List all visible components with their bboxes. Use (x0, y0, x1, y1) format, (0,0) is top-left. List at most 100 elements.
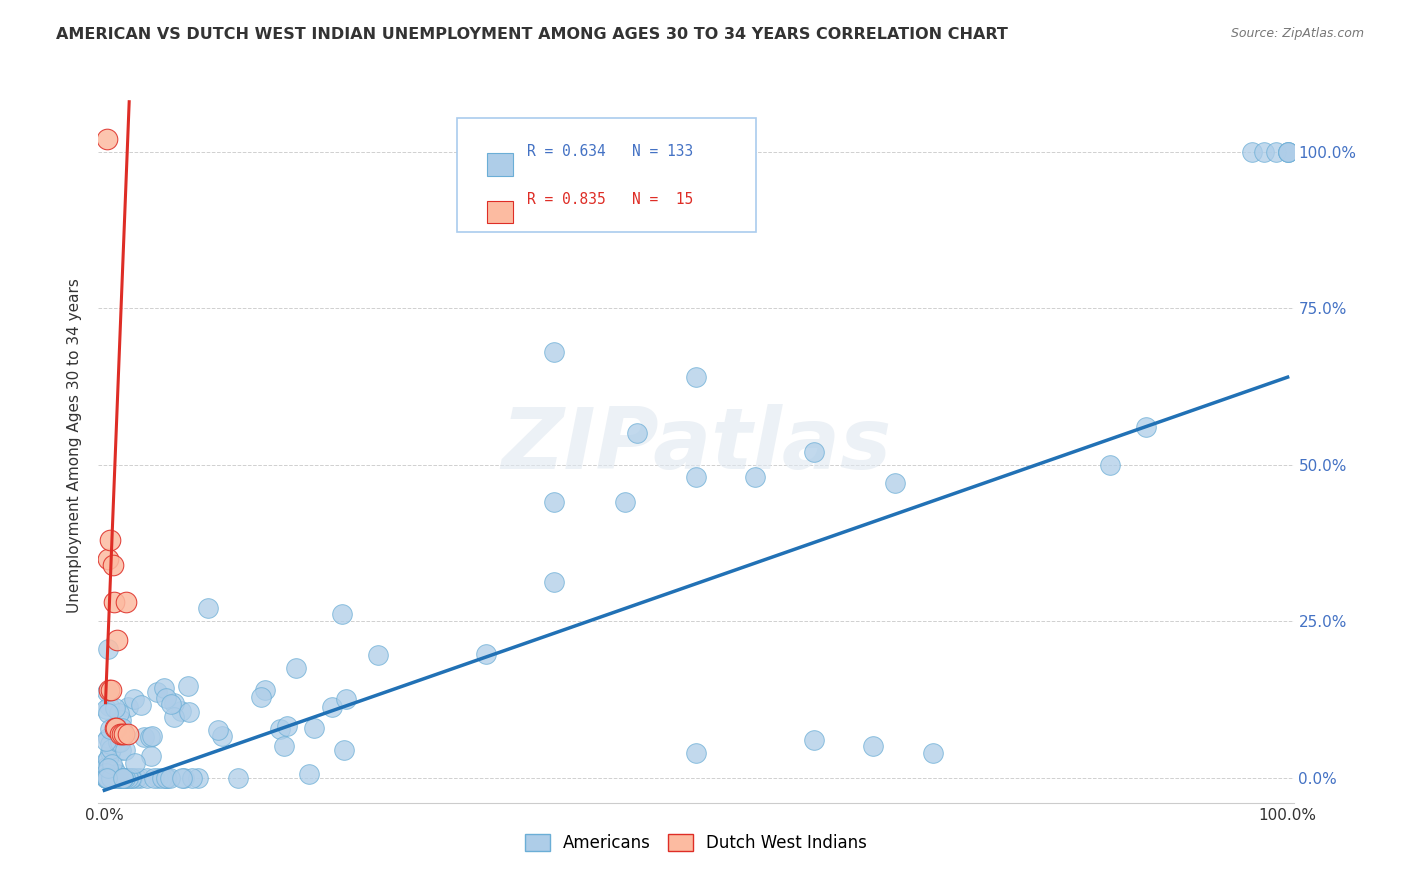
Point (117, 727, 139, 741)
Point (614, 495, 637, 509)
Point (685, 470, 707, 484)
Point (125, 771, 148, 785)
Point (253, 682, 276, 697)
Point (114, 771, 136, 785)
Point (101, 771, 124, 785)
Point (685, 370, 707, 384)
Point (104, 771, 127, 785)
Point (100, 683, 122, 698)
Point (163, 696, 186, 710)
Point (105, 723, 128, 738)
FancyBboxPatch shape (457, 118, 756, 232)
Point (110, 727, 132, 741)
Point (163, 710, 186, 724)
Point (94, 733, 117, 747)
Text: AMERICAN VS DUTCH WEST INDIAN UNEMPLOYMENT AMONG AGES 30 TO 34 YEARS CORRELATION: AMERICAN VS DUTCH WEST INDIAN UNEMPLOYME… (56, 27, 1008, 42)
Point (298, 766, 321, 780)
Point (105, 721, 128, 735)
Point (97, 771, 120, 785)
Point (114, 743, 136, 757)
Point (112, 771, 135, 785)
Point (100, 741, 122, 756)
Point (110, 714, 132, 728)
Point (97, 771, 120, 785)
Point (101, 558, 124, 572)
Point (100, 757, 122, 772)
Point (1264, 145, 1286, 159)
Point (475, 647, 498, 661)
Point (114, 771, 136, 785)
Point (110, 771, 132, 785)
Point (543, 345, 565, 359)
Point (108, 706, 131, 721)
Point (170, 771, 193, 785)
Point (97, 761, 120, 775)
Point (98, 533, 121, 547)
Point (862, 739, 884, 754)
Point (100, 771, 122, 785)
Point (1277, 145, 1299, 159)
Point (146, 684, 169, 698)
Point (1241, 145, 1264, 159)
Point (153, 681, 176, 696)
Point (94, 759, 117, 773)
Point (104, 701, 127, 715)
Point (177, 705, 200, 719)
Point (111, 721, 134, 735)
Point (121, 771, 143, 785)
Point (97, 731, 120, 745)
Point (98, 683, 121, 698)
Point (115, 771, 138, 785)
Point (105, 771, 128, 785)
Point (94, 771, 117, 785)
Point (94, 771, 117, 785)
Point (187, 771, 209, 785)
Point (138, 730, 160, 744)
Point (136, 771, 159, 785)
Point (626, 426, 648, 441)
Point (110, 771, 132, 785)
Point (543, 574, 565, 589)
Point (97, 706, 120, 720)
Point (155, 771, 177, 785)
Point (122, 691, 145, 706)
Point (107, 735, 129, 749)
Point (98, 722, 121, 736)
Point (330, 607, 353, 621)
Point (96, 766, 118, 780)
Point (112, 771, 135, 785)
Text: R = 0.634   N = 133: R = 0.634 N = 133 (527, 145, 693, 160)
Point (100, 771, 122, 785)
Point (98, 737, 121, 751)
Point (105, 767, 128, 781)
Point (97, 752, 120, 766)
Point (94, 771, 117, 785)
Point (1099, 458, 1122, 472)
Point (104, 721, 127, 735)
Point (211, 729, 233, 743)
Point (685, 746, 707, 760)
Point (321, 700, 343, 714)
Point (803, 445, 825, 459)
Point (884, 476, 907, 491)
Point (332, 743, 354, 757)
Point (96, 684, 118, 698)
Point (100, 771, 122, 785)
Point (143, 771, 166, 785)
Point (101, 771, 124, 785)
Point (97, 699, 120, 714)
Point (269, 722, 291, 736)
Point (177, 679, 200, 693)
Point (110, 743, 132, 757)
Point (97, 642, 120, 657)
Point (94, 770, 117, 784)
Point (180, 771, 202, 785)
Text: R = 0.835   N =  15: R = 0.835 N = 15 (527, 193, 693, 207)
Point (111, 727, 134, 741)
Point (97, 551, 120, 566)
Point (114, 727, 136, 741)
Legend: Americans, Dutch West Indians: Americans, Dutch West Indians (519, 827, 873, 859)
Point (139, 748, 162, 763)
Point (744, 470, 766, 484)
Point (1277, 145, 1299, 159)
